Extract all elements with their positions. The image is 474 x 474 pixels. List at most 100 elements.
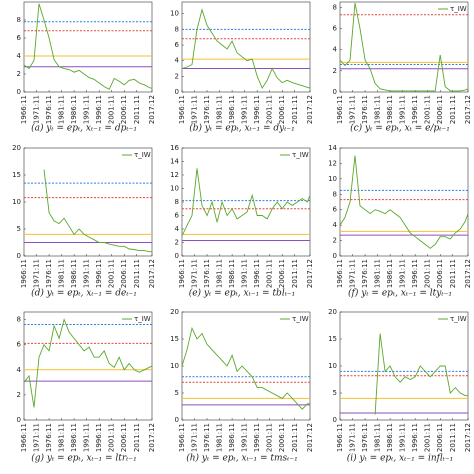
x-tick-label: 2006:11	[436, 259, 444, 288]
caption: (b) yₜ = epₜ, xₜ₋₁ = dyₜ₋₁	[189, 123, 295, 134]
series-line	[374, 333, 468, 415]
y-tick-label: 0	[17, 252, 21, 260]
x-tick-label: 2001:11	[108, 423, 116, 452]
y-tick-label: 2	[175, 72, 179, 80]
y-tick-label: 2	[175, 239, 179, 247]
legend-label: τ_IW	[134, 315, 151, 323]
y-tick-label: 2	[17, 391, 21, 399]
x-tick-label: 1991:11	[83, 259, 91, 288]
subplot: 0 2 4 6 8 1966:11 1971:11 1976:11 1981:11 1986:11…	[333, 1, 472, 134]
x-tick-label: 1976:11	[203, 95, 211, 124]
x-tick-label: 1976:11	[45, 259, 53, 288]
x-tick-label: 2006:11	[120, 423, 128, 452]
x-tick-label: 1976:11	[45, 95, 53, 124]
y-tick-label: 4	[17, 52, 22, 60]
x-tick-label: 1971:11	[349, 259, 357, 288]
plot-frame	[339, 1, 469, 93]
x-tick-label: 1986:11	[386, 95, 394, 124]
x-tick-label: 2001:11	[266, 95, 274, 124]
x-tick-label: 1971:11	[191, 95, 199, 124]
plot-frame	[23, 147, 153, 257]
legend-label: τ_IW	[450, 5, 467, 13]
x-tick-label: 2011:11	[449, 259, 457, 288]
x-tick-label: 1986:11	[70, 423, 78, 452]
x-tick-label: 1976:11	[361, 95, 369, 124]
x-tick-label: 2017:12	[306, 423, 314, 452]
subplot: 0 2 4 6 8 1966:11 1971:11 1976:11 1981:11 1986:11…	[17, 1, 156, 134]
y-tick-label: 4	[175, 57, 180, 65]
y-tick-label: 8	[333, 3, 337, 11]
subplot: 0 5 10 15 20 1966:11 1971:11 1976:11 1981:11 1986…	[328, 308, 472, 464]
x-tick-label: 2006:11	[278, 95, 286, 124]
y-tick-label: 0	[333, 252, 337, 260]
caption: (h) yₜ = epₜ, xₜ₋₁ = tmsₜ₋₁	[186, 453, 298, 464]
y-tick-label: 5	[17, 225, 21, 233]
series-line	[181, 8, 311, 90]
x-tick-label: 2001:11	[424, 423, 432, 452]
x-tick-label: 1996:11	[253, 423, 261, 452]
y-tick-label: 2	[17, 70, 21, 78]
y-tick-label: 4	[333, 221, 338, 229]
series-line	[181, 168, 311, 236]
y-tick-label: 6	[333, 206, 338, 214]
x-tick-label: 1966:11	[20, 259, 28, 288]
x-tick-label: 1996:11	[95, 259, 103, 288]
y-tick-label: 20	[328, 308, 337, 316]
x-tick-label: 1996:11	[253, 259, 261, 288]
caption: (c) yₜ = epₜ, xₜ = e/pₜ₋₁	[350, 123, 450, 134]
caption: (e) yₜ = epₜ, xₜ₋₁ = tblₜ₋₁	[189, 288, 296, 299]
legend-label: τ_IW	[292, 151, 309, 159]
x-tick-label: 2001:11	[266, 259, 274, 288]
series-line	[181, 326, 310, 410]
y-tick-label: 4	[175, 225, 180, 233]
x-tick-label: 1976:11	[361, 259, 369, 288]
x-tick-label: 2017:12	[464, 259, 472, 288]
caption: (i) yₜ = epₜ, xₜ₋₁ = inflₜ₋₁	[347, 453, 454, 464]
x-tick-label: 2011:11	[133, 259, 141, 288]
y-tick-label: 8	[17, 316, 21, 324]
y-tick-label: 0	[17, 416, 21, 424]
x-tick-label: 1986:11	[228, 95, 236, 124]
x-tick-label: 1986:11	[386, 423, 394, 452]
x-tick-label: 1991:11	[399, 259, 407, 288]
subplot: 0 2 4 6 8 10 1966:11 1971:11 1976:11 1981:11 1986:…	[170, 1, 314, 134]
x-tick-label: 1986:11	[386, 259, 394, 288]
y-tick-label: 10	[170, 10, 179, 18]
x-tick-label: 2001:11	[424, 95, 432, 124]
y-tick-label: 8	[333, 190, 337, 198]
x-tick-label: 2011:11	[133, 423, 141, 452]
x-tick-label: 1971:11	[349, 95, 357, 124]
x-tick-label: 1996:11	[253, 95, 261, 124]
series-line	[23, 318, 153, 408]
x-tick-label: 2017:12	[148, 95, 156, 124]
y-tick-label: 10	[328, 362, 337, 370]
caption: (f) yₜ = epₜ, xₜ₋₁ = ltyₜ₋₁	[348, 288, 452, 299]
x-tick-label: 1981:11	[58, 95, 66, 124]
x-tick-label: 1981:11	[216, 95, 224, 124]
x-tick-label: 1971:11	[191, 259, 199, 288]
x-tick-label: 2011:11	[449, 423, 457, 452]
x-tick-label: 1986:11	[228, 259, 236, 288]
x-tick-label: 2011:11	[291, 95, 299, 124]
x-tick-label: 1976:11	[361, 423, 369, 452]
legend-label: τ_IW	[134, 151, 151, 159]
x-tick-label: 1981:11	[58, 259, 66, 288]
y-tick-label: 2	[333, 67, 337, 75]
y-tick-label: 10	[170, 362, 179, 370]
x-tick-label: 1971:11	[33, 95, 41, 124]
x-tick-label: 1981:11	[58, 423, 66, 452]
y-tick-label: 2	[333, 237, 337, 245]
x-tick-label: 1966:11	[336, 423, 344, 452]
x-tick-label: 1971:11	[349, 423, 357, 452]
x-tick-label: 2017:12	[464, 95, 472, 124]
plot-frame	[339, 147, 469, 257]
series-line	[339, 3, 469, 92]
y-tick-label: 8	[175, 198, 179, 206]
y-tick-label: 0	[175, 88, 179, 96]
y-tick-label: 0	[17, 88, 21, 96]
legend-label: τ_IW	[292, 315, 309, 323]
x-tick-label: 1976:11	[45, 423, 53, 452]
y-tick-label: 14	[328, 144, 337, 152]
y-tick-label: 8	[175, 25, 179, 33]
y-tick-label: 20	[12, 144, 21, 152]
